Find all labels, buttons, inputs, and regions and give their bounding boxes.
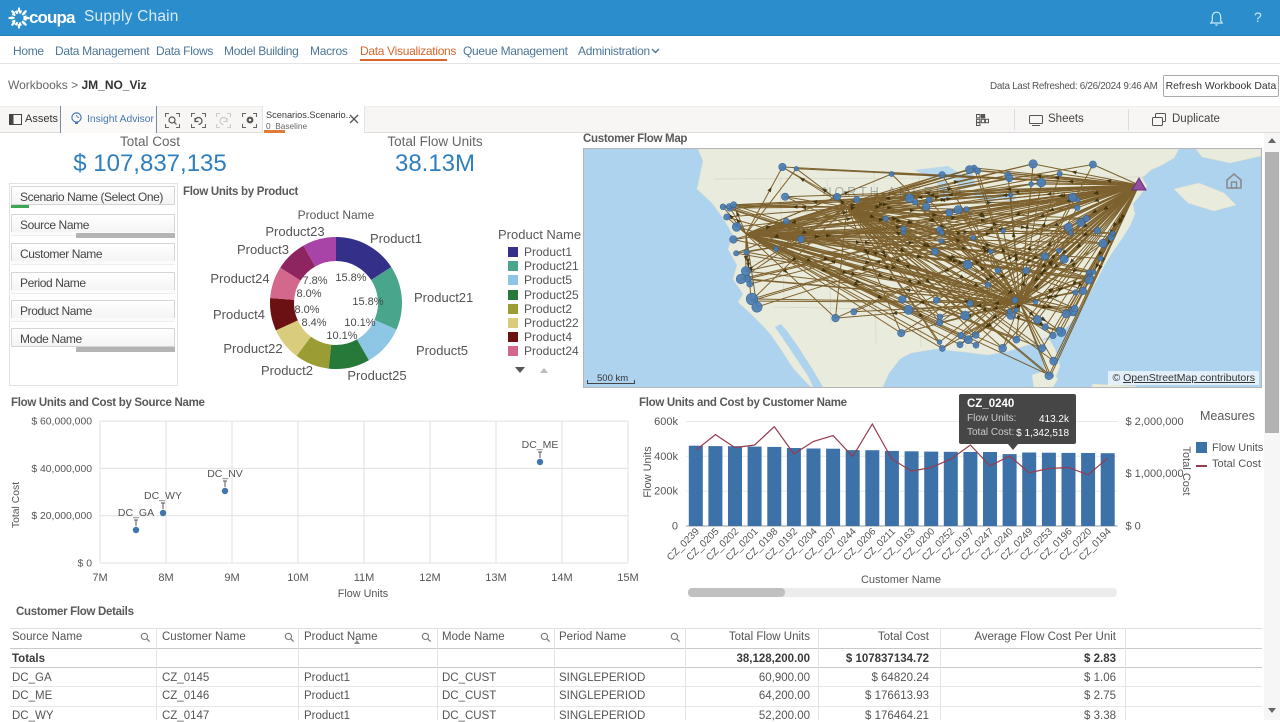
svg-text:0: 0	[672, 521, 678, 533]
svg-text:Product3: Product3	[237, 242, 289, 257]
svg-text:Customer Name: Customer Name	[861, 574, 941, 586]
svg-text:10.1%: 10.1%	[326, 330, 357, 342]
svg-text:$ 20,000,000: $ 20,000,000	[31, 511, 92, 522]
svg-text:$ 0: $ 0	[1126, 521, 1141, 533]
svg-text:Product23: Product23	[265, 224, 324, 239]
svg-text:$ 1,000,000: $ 1,000,000	[1126, 468, 1184, 480]
svg-text:200k: 200k	[654, 486, 678, 498]
svg-text:Total Cost: Total Cost	[1180, 447, 1192, 496]
svg-text:Product2: Product2	[261, 363, 313, 378]
svg-text:DC_NV: DC_NV	[207, 468, 243, 480]
svg-text:8.0%: 8.0%	[294, 304, 319, 316]
svg-text:Product4: Product4	[213, 307, 265, 322]
svg-text:7.8%: 7.8%	[302, 275, 327, 287]
svg-text:10.1%: 10.1%	[344, 317, 375, 329]
svg-text:14M: 14M	[551, 572, 572, 584]
svg-text:11M: 11M	[354, 572, 375, 584]
svg-text:8M: 8M	[158, 572, 173, 584]
svg-text:13M: 13M	[485, 572, 506, 584]
svg-text:Product25: Product25	[347, 368, 406, 383]
svg-text:600k: 600k	[654, 416, 678, 428]
svg-text:15.8%: 15.8%	[335, 272, 366, 284]
svg-text:Product1: Product1	[370, 231, 422, 246]
svg-text:8.0%: 8.0%	[296, 288, 321, 300]
svg-text:Product21: Product21	[414, 290, 473, 305]
svg-text:7M: 7M	[92, 572, 107, 584]
svg-text:Product22: Product22	[223, 341, 282, 356]
svg-text:$ 60,000,000: $ 60,000,000	[31, 417, 92, 428]
svg-text:8.4%: 8.4%	[301, 317, 326, 329]
svg-text:$ 40,000,000: $ 40,000,000	[31, 464, 92, 475]
svg-text:DC_ME: DC_ME	[522, 439, 559, 451]
svg-text:10M: 10M	[287, 572, 308, 584]
svg-text:Flow Units: Flow Units	[338, 588, 389, 600]
svg-text:DC_WY: DC_WY	[144, 490, 182, 502]
svg-text:Product5: Product5	[416, 343, 468, 358]
svg-text:$ 2,000,000: $ 2,000,000	[1126, 416, 1184, 428]
svg-text:$ 0: $ 0	[78, 559, 93, 570]
svg-text:15.8%: 15.8%	[352, 296, 383, 308]
svg-text:DC_GA: DC_GA	[118, 507, 154, 519]
svg-text:12M: 12M	[419, 572, 440, 584]
svg-text:Flow Units: Flow Units	[642, 446, 654, 498]
svg-text:Product24: Product24	[210, 271, 269, 286]
svg-text:400k: 400k	[654, 451, 678, 463]
svg-text:9M: 9M	[224, 572, 239, 584]
svg-text:Total Cost: Total Cost	[11, 482, 22, 528]
svg-text:15M: 15M	[617, 572, 638, 584]
